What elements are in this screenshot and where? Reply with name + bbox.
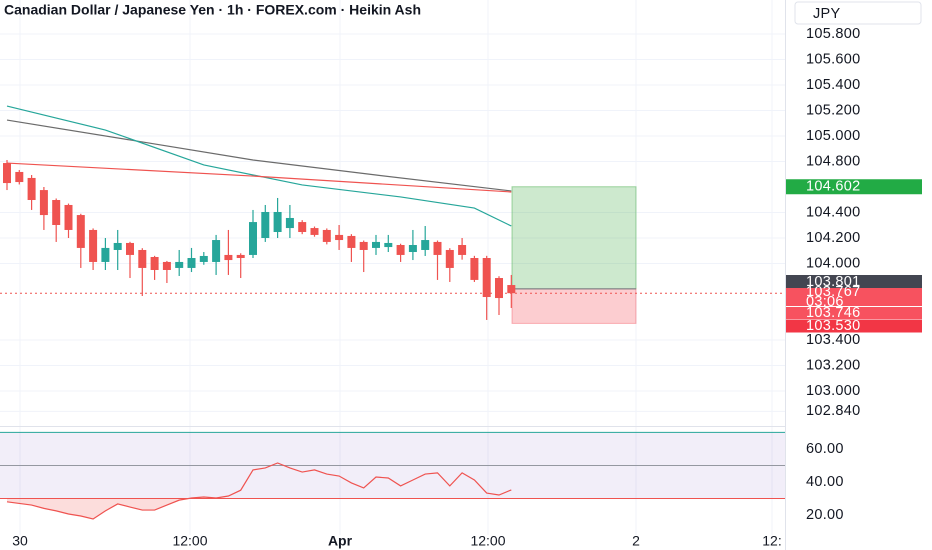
candle-body	[236, 254, 245, 259]
candle-body	[495, 278, 503, 299]
candle-body	[113, 242, 122, 250]
candle-body	[396, 245, 405, 255]
candle-body	[273, 211, 282, 233]
candle-body	[101, 247, 110, 262]
time-label: 12:	[762, 533, 781, 549]
candle-body	[458, 245, 467, 255]
candle-body	[89, 229, 98, 262]
rsi-oversold-fill	[7, 498, 512, 519]
candle-body	[507, 285, 516, 294]
y-tick-label: 105.000	[806, 128, 861, 144]
loss-zone	[511, 288, 637, 324]
candle-body	[64, 204, 73, 230]
candle-body	[76, 215, 85, 248]
target-badge	[786, 179, 922, 195]
candle-body	[335, 234, 344, 241]
rsi-tick-label: 40.00	[806, 474, 844, 490]
candle-body	[310, 228, 319, 235]
entry-badge-label: 103.801	[806, 274, 861, 290]
rsi-tick-label: 60.00	[806, 441, 844, 457]
candle-body	[39, 190, 48, 216]
candle-body	[249, 222, 257, 255]
candle-body	[322, 229, 331, 242]
y-tick-label: 104.000	[806, 255, 861, 271]
candle-body	[212, 240, 221, 262]
target-badge-label: 104.602	[806, 179, 861, 195]
time-label: 12:00	[470, 533, 505, 549]
y-tick-label: 105.600	[806, 51, 861, 67]
moving-average	[6, 119, 512, 192]
y-tick-label: 104.800	[806, 153, 861, 169]
candle-body	[408, 245, 417, 253]
y-tick-label: 103.000	[806, 383, 861, 399]
stop-badge	[786, 319, 922, 333]
candle-body	[261, 211, 270, 238]
y-tick-label: 105.800	[806, 26, 861, 42]
candle-body	[224, 254, 233, 261]
y-tick-label: 104.200	[806, 230, 861, 246]
last-price-badge	[786, 288, 922, 306]
candle-body	[52, 200, 61, 225]
candle-body	[482, 258, 491, 298]
rsi-line	[6, 462, 512, 520]
candle-body	[421, 240, 430, 250]
countdown: 03:06	[806, 294, 844, 310]
candle-body	[27, 177, 36, 201]
entry-badge	[786, 275, 922, 289]
candle-body	[138, 249, 147, 268]
currency[interactable]: JPY	[813, 6, 841, 22]
candle-body	[372, 241, 380, 248]
bid-badge-label: 103.746	[806, 305, 861, 321]
profit-zone	[511, 186, 637, 290]
plot-area: 30 12:00 Apr 12:00 2 12:	[0, 0, 785, 549]
candle-body	[15, 171, 24, 183]
candle-body	[199, 255, 208, 262]
time-label: 30	[12, 533, 28, 549]
candle-body	[298, 222, 307, 233]
time-label: 12:00	[172, 533, 207, 549]
candle-body	[285, 217, 294, 229]
candle-body	[3, 163, 11, 184]
price-axis: JPY 105.800 105.600 105.400 105.200 105.000 1…	[785, 0, 932, 550]
candle-body	[470, 258, 479, 280]
y-tick-label: 103.400	[806, 332, 861, 348]
candle-body	[347, 235, 356, 248]
rsi-tick-label: 20.00	[806, 507, 844, 523]
bid-badge	[786, 307, 922, 319]
y-tick-label: 103.200	[806, 357, 861, 373]
moving-average	[6, 105, 512, 227]
y-tick-label: 102.840	[806, 403, 861, 419]
candle-body	[359, 241, 368, 250]
currency-button[interactable]	[794, 1, 922, 25]
candle-body	[126, 242, 134, 255]
y-tick-label: 104.400	[806, 204, 861, 220]
y-tick-label: 105.400	[806, 77, 861, 93]
time-label: 2	[632, 533, 640, 549]
time-label: Apr	[328, 533, 353, 549]
candle-body	[384, 242, 393, 248]
candle-body	[150, 256, 159, 270]
last-price-badge-label: 103.767	[806, 284, 861, 300]
y-tick-label: 105.200	[806, 102, 861, 118]
candle-body	[175, 261, 184, 268]
candle-body	[433, 241, 442, 255]
candle-body	[162, 261, 171, 270]
moving-average	[6, 162, 512, 193]
candle-body	[445, 249, 454, 268]
candle-body	[187, 258, 196, 268]
stop-badge-label: 103.530	[806, 318, 861, 334]
chart-title: Canadian Dollar / Japanese Yen · 1h · FO…	[4, 2, 421, 18]
